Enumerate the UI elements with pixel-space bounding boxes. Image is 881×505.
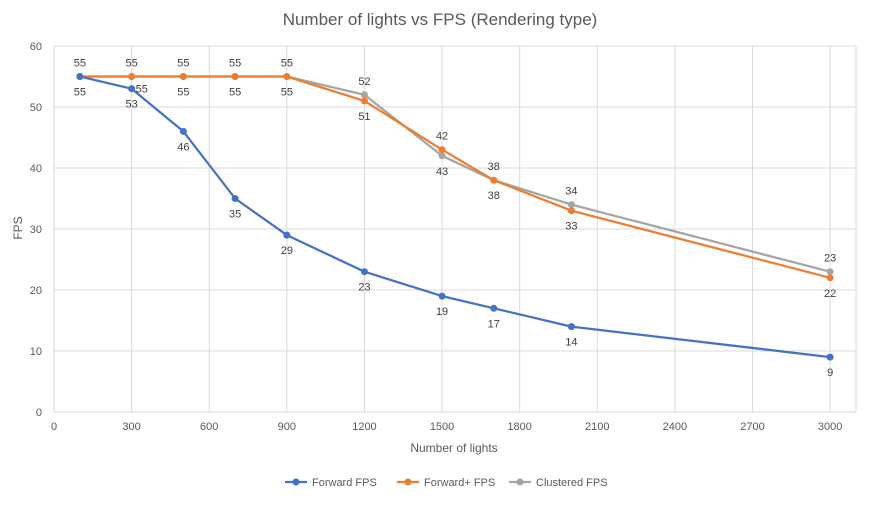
data-label: 23 <box>824 253 836 265</box>
x-tick-label: 900 <box>278 421 296 433</box>
data-label: 55 <box>281 58 293 70</box>
x-tick-label: 1500 <box>430 421 454 433</box>
x-tick-label: 600 <box>200 421 218 433</box>
chart-title: Number of lights vs FPS (Rendering type) <box>283 10 598 29</box>
y-tick-label: 10 <box>30 346 42 358</box>
legend-item: Clustered FPS <box>509 477 608 489</box>
data-point <box>360 268 368 276</box>
data-point <box>567 323 575 331</box>
data-label: 52 <box>358 76 370 88</box>
data-point <box>283 73 291 80</box>
x-axis-title: Number of lights <box>410 441 497 455</box>
series-lines <box>76 73 834 361</box>
x-tick-label: 2400 <box>663 421 687 433</box>
data-label: 35 <box>229 209 241 221</box>
data-point <box>128 73 136 80</box>
data-point <box>438 146 446 154</box>
gridlines <box>53 45 857 413</box>
data-label: 19 <box>436 306 448 318</box>
data-label: 22 <box>824 288 836 300</box>
data-point <box>231 73 239 80</box>
y-axis-title: FPS <box>11 216 25 239</box>
data-point <box>76 73 84 80</box>
x-tick-label: 0 <box>51 421 57 433</box>
x-tick-label: 1800 <box>507 421 531 433</box>
legend-marker <box>404 478 412 486</box>
data-point <box>826 274 834 282</box>
data-point <box>490 176 498 184</box>
legend: Forward FPS Forward+ FPS Clustered FPS <box>285 477 608 489</box>
data-point <box>567 201 575 209</box>
data-label: 42 <box>436 131 448 143</box>
legend-label: Forward FPS <box>312 477 377 489</box>
legend-marker <box>516 478 524 486</box>
y-tick-label: 60 <box>30 41 42 53</box>
y-tick-label: 20 <box>30 285 42 297</box>
data-point <box>360 97 368 105</box>
data-label: 55 <box>74 58 86 70</box>
data-point <box>360 91 368 99</box>
legend-item: Forward FPS <box>285 477 377 489</box>
data-label: 14 <box>565 337 577 349</box>
y-tick-label: 30 <box>30 224 42 236</box>
data-point <box>179 73 187 80</box>
x-tick-label: 300 <box>122 421 140 433</box>
data-label: 55 <box>229 87 241 99</box>
y-tick-label: 50 <box>30 102 42 114</box>
data-label: 29 <box>281 245 293 257</box>
data-label: 55 <box>177 87 189 99</box>
data-point <box>179 127 187 135</box>
series-line <box>79 75 831 273</box>
data-label: 55 <box>229 58 241 70</box>
data-point <box>438 152 446 160</box>
data-point <box>567 207 575 215</box>
data-point <box>438 292 446 300</box>
data-label: 55 <box>136 84 148 96</box>
data-label: 55 <box>281 87 293 99</box>
data-label: 33 <box>565 221 577 233</box>
data-label: 51 <box>358 111 370 123</box>
legend-item: Forward+ FPS <box>397 477 495 489</box>
x-tick-label: 2700 <box>740 421 764 433</box>
data-point <box>231 195 239 202</box>
data-label: 43 <box>436 166 448 178</box>
x-tick-label: 2100 <box>585 421 609 433</box>
data-label: 38 <box>488 161 500 173</box>
data-point <box>490 304 498 312</box>
data-label: 55 <box>74 87 86 99</box>
data-label: 55 <box>125 58 137 70</box>
x-tick-label: 1200 <box>352 421 376 433</box>
data-label: 46 <box>177 141 189 153</box>
y-tick-label: 0 <box>36 407 42 419</box>
data-label: 55 <box>177 58 189 70</box>
legend-marker <box>292 478 300 486</box>
series-line <box>79 75 831 359</box>
data-label: 23 <box>358 282 370 294</box>
data-label: 9 <box>827 367 833 379</box>
data-label: 17 <box>488 318 500 330</box>
x-tick-label: 3000 <box>818 421 842 433</box>
data-label: 53 <box>125 99 137 111</box>
data-labels: 55 55 55 55 55 52 42 38 34 23 55 55 55 55 55 51 43 38 33 22… <box>74 58 837 380</box>
y-tick-label: 40 <box>30 163 42 175</box>
data-label: 38 <box>488 190 500 202</box>
data-label: 34 <box>565 186 577 198</box>
data-point <box>826 268 834 276</box>
data-point <box>128 85 136 93</box>
series-line <box>79 75 831 279</box>
legend-label: Forward+ FPS <box>424 477 495 489</box>
data-point <box>826 353 834 361</box>
legend-label: Clustered FPS <box>536 477 608 489</box>
data-point <box>283 231 291 239</box>
